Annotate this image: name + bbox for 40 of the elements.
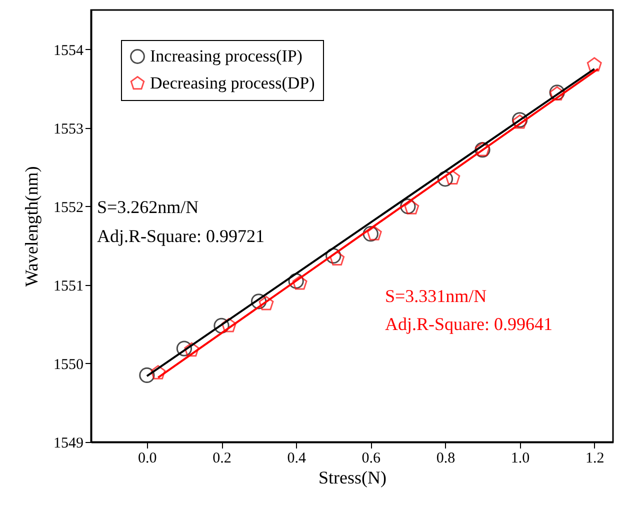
point xyxy=(445,170,460,185)
y-tick-label: 1554 xyxy=(54,42,84,59)
point xyxy=(586,57,602,72)
y-axis-title: Wavelength(nm) xyxy=(22,166,42,287)
point xyxy=(250,294,267,310)
point xyxy=(139,367,155,384)
y-tick-label: 1550 xyxy=(54,356,84,373)
point xyxy=(184,342,200,357)
point xyxy=(330,251,345,266)
annotation: Adj.R-Square: 0.99721 xyxy=(97,226,264,246)
annotation: S=3.262nm/N xyxy=(97,197,199,217)
x-axis-title: Stress(N) xyxy=(318,468,386,488)
annotation: S=3.331nm/N xyxy=(385,286,487,306)
point xyxy=(326,248,342,264)
x-tick-label: 0.8 xyxy=(436,450,456,466)
point xyxy=(221,318,236,332)
point xyxy=(366,226,382,240)
y-tick-label: 1553 xyxy=(54,121,84,138)
point xyxy=(288,273,304,289)
legend-label: Decreasing process(DP) xyxy=(150,74,315,92)
point xyxy=(404,200,420,214)
x-tick-label: 1.2 xyxy=(585,450,604,466)
point xyxy=(176,340,192,356)
y-tick-label: 1552 xyxy=(54,200,84,216)
y-tick-label: 1549 xyxy=(54,436,84,452)
point xyxy=(150,365,166,380)
point xyxy=(214,318,230,334)
legend-label: Increasing process(IP) xyxy=(150,46,302,66)
point xyxy=(292,276,308,290)
x-tick-label: 1.0 xyxy=(510,450,530,466)
point xyxy=(400,198,416,214)
x-tick-label: 0.6 xyxy=(362,450,382,466)
point xyxy=(437,171,454,187)
point xyxy=(258,296,274,310)
annotation: Adj.R-Square: 0.99641 xyxy=(385,314,552,334)
x-tick-label: 0.2 xyxy=(212,450,232,466)
y-tick-label: 1551 xyxy=(54,278,84,294)
x-tick-label: 0.0 xyxy=(138,450,157,466)
x-tick-label: 0.4 xyxy=(287,450,306,466)
point xyxy=(362,226,378,242)
